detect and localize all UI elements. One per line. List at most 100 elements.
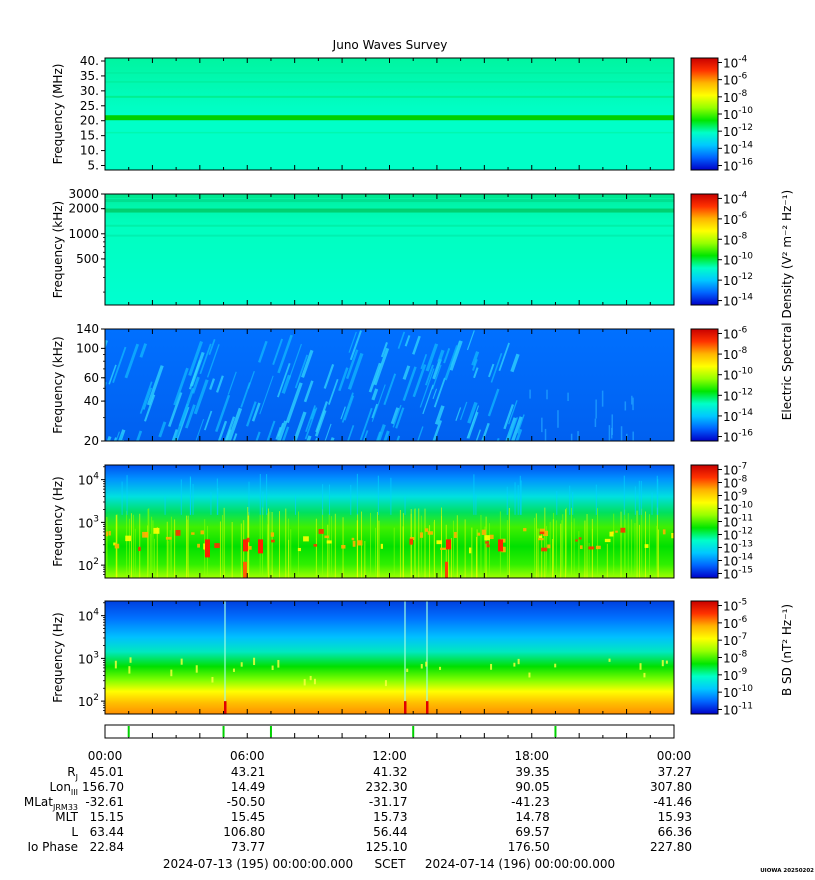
colorbar-tick-label: 10-14	[723, 552, 753, 568]
y-tick-label: 104	[78, 472, 99, 488]
spectrogram-texture	[114, 601, 668, 714]
ephemeris-value: -41.23	[511, 795, 550, 809]
y-tick-label: 1000	[68, 227, 99, 241]
y-tick-label: 103	[78, 514, 99, 530]
ephemeris-value: 15.93	[658, 810, 692, 824]
colorbar	[690, 193, 719, 306]
y-tick-label: 35.	[80, 69, 99, 83]
time-label: 00:00	[657, 749, 692, 763]
colorbar-tick-label: 10-4	[723, 190, 748, 206]
ephemeris-table: RJ 45.01 43.21 41.32 39.35 37.27 LonIII 156.70 1…	[24, 765, 692, 854]
ephemeris-value: 15.15	[90, 810, 124, 824]
colorbar-tick-label: 10-10	[723, 252, 753, 268]
ephemeris-value: 73.77	[231, 840, 265, 854]
ephemeris-value: -41.46	[653, 795, 692, 809]
colorbar-tick-label: 10-12	[723, 123, 753, 139]
y-tick-label: 5.	[88, 159, 99, 173]
spectrogram-texture	[105, 473, 674, 578]
ephemeris-value: 14.78	[515, 810, 549, 824]
y-tick-label: 60	[84, 371, 99, 385]
y-tick-label: 500	[76, 252, 99, 266]
colorbar-tick-label: 10-6	[723, 615, 748, 631]
y-axis-label: Frequency (kHz)	[51, 336, 65, 433]
colorbar-tick-label: 10-15	[723, 565, 753, 581]
colorbar-tick-label: 10-10	[723, 106, 753, 122]
ephemeris-value: 176.50	[508, 840, 550, 854]
colorbar-tick-label: 10-7	[723, 632, 747, 648]
ephemeris-value: 90.05	[515, 780, 549, 794]
ephemeris-value: -31.17	[369, 795, 408, 809]
ephemeris-value: 307.80	[650, 780, 692, 794]
colorbar-tick-label: 10-8	[723, 231, 748, 247]
panel-1: 40.35.30.25.20.15.10.5. Frequency (MHz) 10…	[51, 54, 753, 174]
ephemeris-value: 15.45	[231, 810, 265, 824]
y-tick-label: 30.	[80, 84, 99, 98]
footer-scet-label: SCET	[375, 857, 407, 871]
footer-start-time: 2024-07-13 (195) 00:00:00.000	[163, 857, 353, 871]
ephemeris-value: -50.50	[227, 795, 266, 809]
ephemeris-value: 41.32	[373, 765, 407, 779]
colorbar-tick-label: 10-14	[723, 293, 753, 309]
ephemeris-value: 227.80	[650, 840, 692, 854]
event-timeline	[104, 724, 675, 739]
colorbar-tick-label: 10-9	[723, 667, 748, 683]
ephemeris-value: 39.35	[515, 765, 549, 779]
ephemeris-value: 45.01	[90, 765, 124, 779]
ephemeris-row-label: MLatJRM33	[24, 795, 78, 812]
ephemeris-row-label: L	[71, 825, 78, 839]
colorbar-tick-label: 10-14	[723, 408, 753, 424]
colorbar-tick-label: 10-6	[723, 72, 748, 88]
y-tick-label: 102	[78, 557, 99, 573]
spectrogram-texture	[105, 72, 674, 134]
colorbar-tick-label: 10-6	[723, 211, 748, 227]
colorbar-tick-label: 10-8	[723, 89, 748, 105]
colorbar-tick-label: 10-6	[723, 325, 748, 341]
electric-density-label: Electric Spectral Density (V² m⁻² Hz⁻¹)	[780, 190, 794, 420]
time-label: 06:00	[230, 749, 265, 763]
colorbar-tick-label: 10-16	[723, 158, 753, 174]
y-tick-label: 3000	[68, 187, 99, 201]
ephemeris-value: 63.44	[90, 825, 124, 839]
ephemeris-value: 14.49	[231, 780, 265, 794]
ephemeris-value: -32.61	[85, 795, 124, 809]
y-tick-label: 102	[78, 693, 99, 709]
magnetic-density-label: B SD (nT² Hz⁻¹)	[780, 604, 794, 696]
ephemeris-value: 37.27	[658, 765, 692, 779]
y-tick-label: 15.	[80, 129, 99, 143]
colorbar	[690, 57, 719, 171]
colorbar-tick-label: 10-12	[723, 526, 753, 542]
colorbar-tick-label: 10-8	[723, 475, 748, 491]
ephemeris-value: 232.30	[366, 780, 408, 794]
colorbar-tick-label: 10-8	[723, 346, 748, 362]
spectrogram-texture	[105, 330, 634, 441]
y-axis-label: Frequency (Hz)	[51, 612, 65, 703]
ephemeris-value: 22.84	[90, 840, 124, 854]
y-tick-label: 100	[76, 341, 99, 355]
ephemeris-row-label: RJ	[67, 765, 78, 782]
colorbar-tick-label: 10-10	[723, 684, 753, 700]
colorbar-tick-label: 10-12	[723, 387, 753, 403]
colorbar-tick-label: 10-7	[723, 462, 747, 478]
ephemeris-value: 15.73	[373, 810, 407, 824]
colorbar-tick-label: 10-10	[723, 367, 753, 383]
y-tick-label: 140	[76, 322, 99, 336]
colorbar-tick-label: 10-11	[723, 514, 753, 530]
y-tick-label: 25.	[80, 99, 99, 113]
colorbar	[690, 600, 719, 715]
y-axis-label: Frequency (Hz)	[51, 476, 65, 567]
ephemeris-value: 125.10	[366, 840, 408, 854]
colorbar-tick-label: 10-12	[723, 272, 753, 288]
ephemeris-row-label: LonIII	[50, 780, 79, 797]
time-label: 00:00	[88, 749, 123, 763]
colorbar-tick-label: 10-11	[723, 701, 753, 717]
y-tick-label: 20.	[80, 114, 99, 128]
figure-title: Juno Waves Survey	[332, 38, 448, 52]
ephemeris-value: 56.44	[373, 825, 407, 839]
spectrogram-background	[105, 601, 674, 714]
colorbar	[690, 464, 719, 579]
colorbar-tick-label: 10-14	[723, 140, 753, 156]
time-label: 12:00	[372, 749, 407, 763]
ephemeris-value: 156.70	[82, 780, 124, 794]
